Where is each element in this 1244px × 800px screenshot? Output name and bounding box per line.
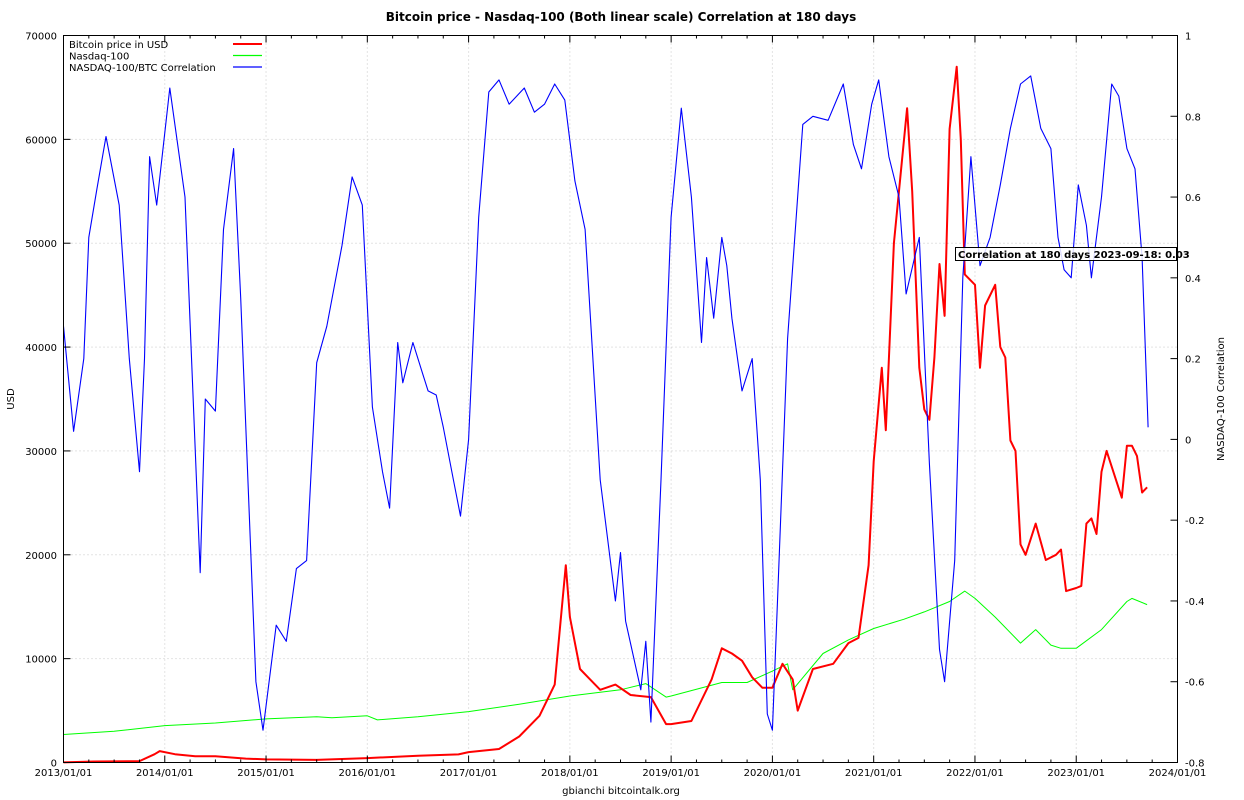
plot-frame bbox=[63, 35, 1178, 763]
x-axis-tick-labels: 2013/01/01 2014/01/01 2015/01/01 2016/01/01… bbox=[35, 768, 1207, 779]
x-tick-label: 2018/01/01 bbox=[541, 768, 599, 779]
y2-tick-label: -0.8 bbox=[1185, 759, 1205, 770]
y2-tick-label: 0 bbox=[1185, 435, 1191, 446]
plot-lines bbox=[62, 65, 1149, 764]
y-axis-tick-labels: 0 10000 20000 30000 40000 50000 60000 70000 bbox=[25, 32, 57, 770]
y-tick-label: 70000 bbox=[25, 32, 57, 43]
legend: Bitcoin price in USDNasdaq-100NASDAQ-100… bbox=[69, 40, 262, 74]
x-tick-label: 2022/01/01 bbox=[946, 768, 1004, 779]
x-tick-label: 2020/01/01 bbox=[744, 768, 802, 779]
x-tick-label: 2017/01/01 bbox=[440, 768, 498, 779]
legend-label: NASDAQ-100/BTC Correlation bbox=[69, 63, 216, 74]
x-tick-label: 2021/01/01 bbox=[845, 768, 903, 779]
annotation-text: Correlation at 180 days 2023-09-18: 0.03 bbox=[958, 250, 1190, 261]
correlation-line bbox=[62, 75, 1149, 731]
y2-tick-label: 0.2 bbox=[1185, 355, 1201, 366]
x-tick-label: 2013/01/01 bbox=[35, 768, 93, 779]
annotation-box bbox=[955, 247, 1177, 261]
y-tick-label: 30000 bbox=[25, 447, 57, 458]
x-axis-label: gbianchi bitcointalk.org bbox=[562, 786, 680, 797]
y-tick-label: 40000 bbox=[25, 343, 57, 354]
axis-ticks bbox=[63, 35, 1178, 763]
nasdaq-100-line bbox=[63, 590, 1148, 735]
grid bbox=[63, 35, 1178, 763]
y2-tick-label: 0.8 bbox=[1185, 112, 1201, 123]
x-tick-label: 2023/01/01 bbox=[1047, 768, 1105, 779]
annotation: Correlation at 180 days 2023-09-18: 0.03 bbox=[955, 247, 1190, 261]
y2-tick-label: -0.6 bbox=[1185, 678, 1205, 689]
legend-label: Nasdaq-100 bbox=[69, 52, 129, 63]
bitcoin-price-line bbox=[63, 65, 1148, 764]
y-tick-label: 10000 bbox=[25, 655, 57, 666]
y2-axis-tick-labels: -0.8 -0.6 -0.4 -0.2 0 0.2 0.4 0.6 0.8 1 bbox=[1185, 32, 1205, 770]
y-tick-label: 50000 bbox=[25, 239, 57, 250]
x-tick-label: 2024/01/01 bbox=[1149, 768, 1207, 779]
y2-tick-label: -0.2 bbox=[1185, 516, 1205, 527]
x-tick-label: 2014/01/01 bbox=[136, 768, 194, 779]
y2-tick-label: 0.4 bbox=[1185, 274, 1201, 285]
chart-title: Bitcoin price - Nasdaq-100 (Both linear … bbox=[386, 10, 856, 24]
x-tick-label: 2016/01/01 bbox=[338, 768, 396, 779]
y-tick-label: 60000 bbox=[25, 135, 57, 146]
y2-tick-label: -0.4 bbox=[1185, 597, 1205, 608]
y-axis-label: USD bbox=[6, 388, 17, 410]
y-tick-label: 0 bbox=[51, 759, 57, 770]
y2-tick-label: 1 bbox=[1185, 32, 1191, 43]
y2-tick-label: 0.6 bbox=[1185, 193, 1201, 204]
y-tick-label: 20000 bbox=[25, 551, 57, 562]
y2-axis-label: NASDAQ-100 Correlation bbox=[1216, 337, 1227, 461]
x-tick-label: 2015/01/01 bbox=[237, 768, 295, 779]
x-tick-label: 2019/01/01 bbox=[642, 768, 700, 779]
legend-label: Bitcoin price in USD bbox=[69, 40, 168, 51]
